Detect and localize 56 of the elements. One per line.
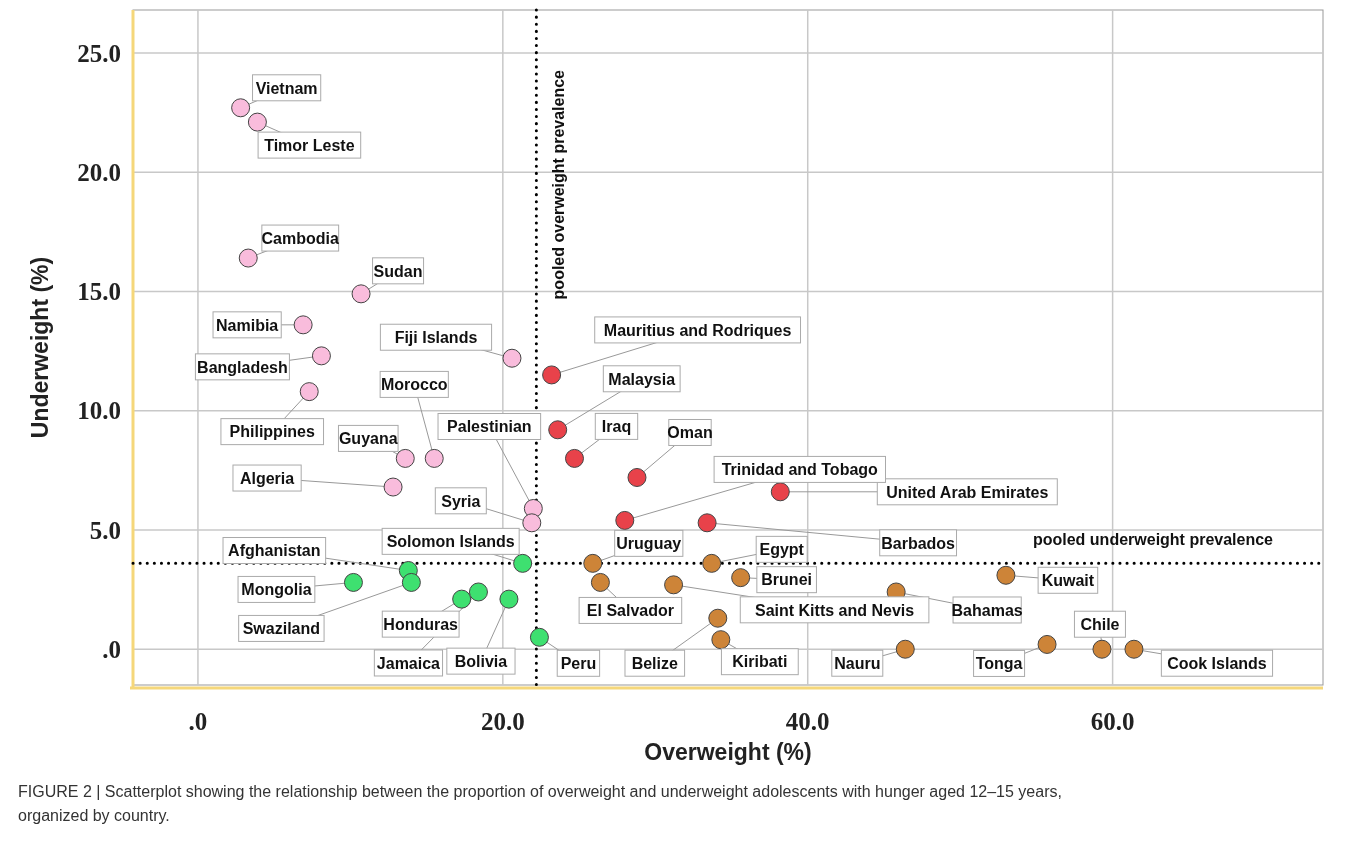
y-tick-label: 15.0: [77, 278, 121, 306]
annotation: Barbados: [881, 534, 956, 552]
annotation: Timor Leste: [264, 136, 355, 154]
y-tick-label: 10.0: [77, 397, 121, 425]
annotation: Cook Islands: [1167, 654, 1267, 672]
annotation: Honduras: [383, 615, 459, 633]
annotation: Trinidad and Tobago: [721, 461, 879, 479]
x-tick-label: 20.0: [480, 708, 525, 735]
annotation: Uruguay: [616, 535, 682, 553]
caption: FIGURE 2 | Scatterplot showing the relationship between the proportion of overweight and underweight adolescents with hunger aged 12–15 years, organized by country.: [18, 783, 1062, 824]
annotation: Jamaica: [376, 654, 441, 672]
x-tick-label: 60.0: [1090, 708, 1135, 735]
ref-line-label: pooled underweight prevalence: [1032, 531, 1274, 549]
annotation: Kiribati: [732, 653, 788, 671]
annotation: Bangladesh: [197, 358, 288, 376]
annotation: Solomon Islands: [386, 533, 515, 551]
annotation: Saint Kitts and Nevis: [755, 601, 915, 619]
annotation: Kuwait: [1041, 572, 1095, 590]
y-axis-title: Underweight (%): [27, 256, 53, 439]
annotation: Belize: [631, 654, 678, 672]
annotation: Brunei: [761, 571, 812, 589]
y-tick-label: 25.0: [77, 39, 121, 67]
annotation: Cambodia: [261, 229, 340, 247]
annotation: Algeria: [239, 469, 295, 487]
y-tick-label: 20.0: [77, 158, 121, 186]
annotation: Mauritius and Rodriques: [603, 321, 792, 339]
annotation: Oman: [667, 424, 713, 442]
annotation: Fiji Islands: [394, 328, 478, 346]
annotation: Guyana: [338, 430, 398, 448]
annotation: Afghanistan: [228, 542, 321, 560]
annotation: Malaysia: [608, 370, 676, 388]
y-tick-label: 5.0: [89, 516, 121, 544]
annotation: Philippines: [229, 423, 315, 441]
annotation: Bolivia: [454, 652, 508, 670]
x-axis-title: Overweight (%): [644, 739, 812, 765]
y-tick-label: .0: [102, 635, 121, 663]
annotation: Vietnam: [255, 79, 318, 97]
annotation: Tonga: [975, 655, 1023, 673]
x-tick-label: .0: [188, 708, 208, 735]
ref-line-label: pooled overweight prevalence: [550, 69, 568, 300]
annotation: Sudan: [373, 262, 423, 280]
annotation: Iraq: [601, 418, 632, 436]
annotation: Peru: [560, 655, 597, 673]
annotation: Egypt: [759, 541, 805, 559]
annotation: United Arab Emirates: [886, 483, 1049, 501]
annotation: Syria: [441, 492, 481, 510]
annotation: Mongolia: [241, 581, 312, 599]
annotation: Swaziland: [242, 620, 321, 638]
annotation: Nauru: [834, 654, 881, 672]
annotation: Morocco: [380, 376, 448, 394]
annotation: Bahamas: [951, 601, 1023, 619]
x-tick-label: 40.0: [785, 708, 830, 735]
annotation: Chile: [1080, 615, 1120, 633]
annotation: El Salvador: [586, 602, 674, 620]
annotation: Palestinian: [447, 418, 532, 436]
annotation: Namibia: [216, 316, 279, 334]
